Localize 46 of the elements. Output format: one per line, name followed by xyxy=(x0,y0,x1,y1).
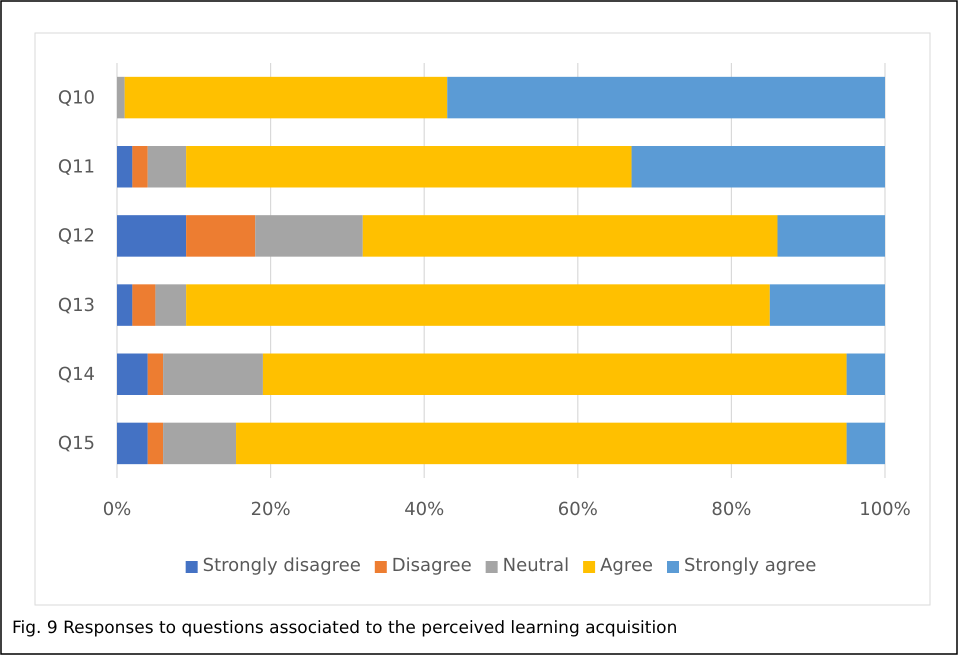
x-tick-label: 20% xyxy=(250,498,291,520)
legend-label: Disagree xyxy=(392,555,472,576)
legend-label: Agree xyxy=(600,555,653,576)
y-tick-label: Q10 xyxy=(58,87,95,108)
bar xyxy=(362,215,778,257)
bar xyxy=(132,146,148,188)
bar xyxy=(117,76,125,118)
legend-label: Neutral xyxy=(502,555,570,576)
y-tick-label: Q13 xyxy=(58,294,95,316)
bar xyxy=(255,215,363,257)
bar xyxy=(186,284,770,326)
legend-label: Strongly disagree xyxy=(202,555,361,576)
x-tick-label: 0% xyxy=(102,498,132,520)
bar xyxy=(148,146,186,188)
bar xyxy=(117,215,186,257)
bar xyxy=(262,354,847,395)
x-tick-label: 60% xyxy=(558,498,598,520)
bar xyxy=(163,422,236,464)
bar xyxy=(155,284,186,326)
bar xyxy=(770,284,885,326)
bar xyxy=(846,422,885,464)
bar xyxy=(186,215,256,257)
bar xyxy=(148,422,164,464)
y-tick-label: Q12 xyxy=(58,226,95,247)
bar xyxy=(777,215,885,257)
caption: Fig. 9 Responses to questions associated to the perceived learning acquisition xyxy=(12,618,678,638)
bar xyxy=(148,354,164,395)
x-tick-label: 40% xyxy=(404,498,444,520)
legend-label: Strongly agree xyxy=(684,555,816,576)
bar xyxy=(846,354,885,395)
x-tick-label: 100% xyxy=(859,498,911,520)
bar xyxy=(117,146,132,188)
bar xyxy=(124,76,448,118)
bar xyxy=(132,284,156,326)
y-tick-label: Q14 xyxy=(58,364,95,386)
bar xyxy=(447,76,885,118)
y-tick-label: Q11 xyxy=(58,156,95,178)
bar xyxy=(117,422,148,464)
bar xyxy=(236,422,847,464)
bar xyxy=(632,146,885,188)
bar xyxy=(117,284,132,326)
bar xyxy=(117,354,148,395)
bar xyxy=(163,354,263,395)
bar xyxy=(186,146,632,188)
y-tick-label: Q15 xyxy=(58,433,95,454)
x-tick-label: 80% xyxy=(711,498,752,520)
